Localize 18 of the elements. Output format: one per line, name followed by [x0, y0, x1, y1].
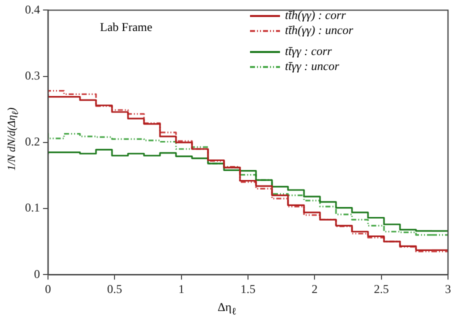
legend-label: tt̄γγ : corr [285, 44, 332, 59]
x-tick-label: 0.5 [107, 282, 122, 296]
x-tick-label: 2.5 [374, 282, 389, 296]
legend-label: tt̄h(γγ) : uncor [285, 23, 354, 38]
y-tick-label: 0 [34, 266, 40, 281]
legend-label: tt̄h(γγ) : corr [285, 8, 346, 23]
x-tick-label: 2 [312, 282, 318, 296]
legend-label: tt̄γγ : uncor [285, 59, 340, 74]
y-tick-label: 0.2 [25, 134, 40, 149]
y-tick-label: 0.1 [25, 200, 40, 215]
y-tick-label: 0.4 [25, 2, 40, 16]
y-tick-label: 0.3 [25, 68, 40, 82]
x-tick-label: 1.5 [240, 282, 256, 296]
annotation: Lab Frame [100, 20, 152, 35]
x-tick-label: 1 [178, 282, 184, 296]
x-axis-title: Δη$_{ℓ}$ [216, 300, 238, 318]
x-tick-label: 3 [445, 282, 451, 296]
x-tick-label: 0 [45, 282, 51, 296]
